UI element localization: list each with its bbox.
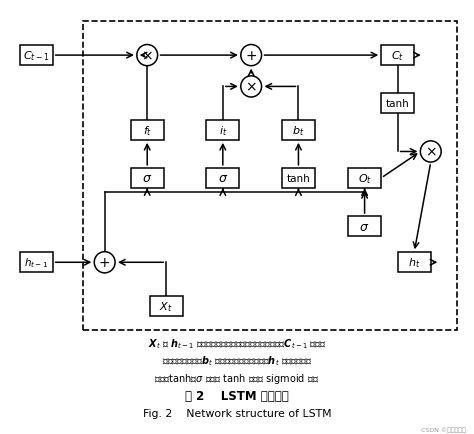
Text: tanh: tanh (287, 174, 310, 184)
Circle shape (241, 46, 262, 66)
Text: $\sigma$: $\sigma$ (218, 172, 228, 185)
FancyBboxPatch shape (19, 253, 53, 273)
Text: $\mathit{X}_{t}$: $\mathit{X}_{t}$ (159, 299, 173, 313)
Text: $\mathit{h}_{t}$: $\mathit{h}_{t}$ (408, 256, 420, 270)
Text: $\mathit{b}_{t}$: $\mathit{b}_{t}$ (292, 124, 305, 138)
Circle shape (94, 252, 115, 273)
FancyBboxPatch shape (131, 168, 164, 189)
Text: $\boldsymbol{X}_t$ 和 $\boldsymbol{h}_{t-1}$ 分别为当前时刻输入和上一时刻的输出；$\boldsymbol{C}_{t: $\boldsymbol{X}_t$ 和 $\boldsymbol{h}_{t-… (148, 336, 326, 350)
FancyBboxPatch shape (131, 120, 164, 141)
Text: ×: × (425, 145, 437, 159)
FancyBboxPatch shape (381, 94, 414, 114)
FancyBboxPatch shape (206, 168, 239, 189)
FancyBboxPatch shape (398, 253, 431, 273)
Text: +: + (246, 49, 257, 63)
Circle shape (137, 46, 157, 66)
Text: tanh: tanh (386, 99, 410, 109)
Text: +: + (99, 256, 110, 270)
Text: ×: × (141, 49, 153, 63)
Text: $\mathit{O}_{t}$: $\mathit{O}_{t}$ (357, 172, 372, 185)
Text: $\mathit{h}_{t-1}$: $\mathit{h}_{t-1}$ (24, 256, 48, 270)
Circle shape (420, 141, 441, 163)
Text: 输出；tanh、$\sigma$ 分别为 tanh 函数和 sigmoid 函数: 输出；tanh、$\sigma$ 分别为 tanh 函数和 sigmoid 函数 (155, 371, 319, 385)
FancyBboxPatch shape (381, 46, 414, 66)
Text: ×: × (246, 80, 257, 94)
FancyBboxPatch shape (348, 168, 381, 189)
Text: Fig. 2    Network structure of LSTM: Fig. 2 Network structure of LSTM (143, 408, 331, 418)
FancyBboxPatch shape (348, 217, 381, 237)
Text: $\mathit{i}_{t}$: $\mathit{i}_{t}$ (219, 124, 227, 138)
Text: $\mathit{C}_{t}$: $\mathit{C}_{t}$ (391, 49, 404, 63)
Text: $\mathit{C}_{t-1}$: $\mathit{C}_{t-1}$ (23, 49, 49, 63)
FancyBboxPatch shape (150, 296, 182, 316)
Text: 时刻的记忆单元；$\boldsymbol{b}_t$ 为当前时刻的候选状态；$\boldsymbol{h}_t$ 为当前时刻的: 时刻的记忆单元；$\boldsymbol{b}_t$ 为当前时刻的候选状态；$\… (162, 354, 312, 367)
Text: 图 2    LSTM 网络结构: 图 2 LSTM 网络结构 (185, 389, 289, 402)
FancyBboxPatch shape (282, 168, 315, 189)
Text: CSDN ©茄枝科研社: CSDN ©茄枝科研社 (421, 427, 466, 432)
Circle shape (241, 77, 262, 98)
FancyBboxPatch shape (19, 46, 53, 66)
Text: $\sigma$: $\sigma$ (142, 172, 152, 185)
FancyBboxPatch shape (206, 120, 239, 141)
Text: $\mathit{f}_{t}$: $\mathit{f}_{t}$ (143, 124, 152, 138)
Text: $\sigma$: $\sigma$ (359, 220, 370, 233)
FancyBboxPatch shape (282, 120, 315, 141)
